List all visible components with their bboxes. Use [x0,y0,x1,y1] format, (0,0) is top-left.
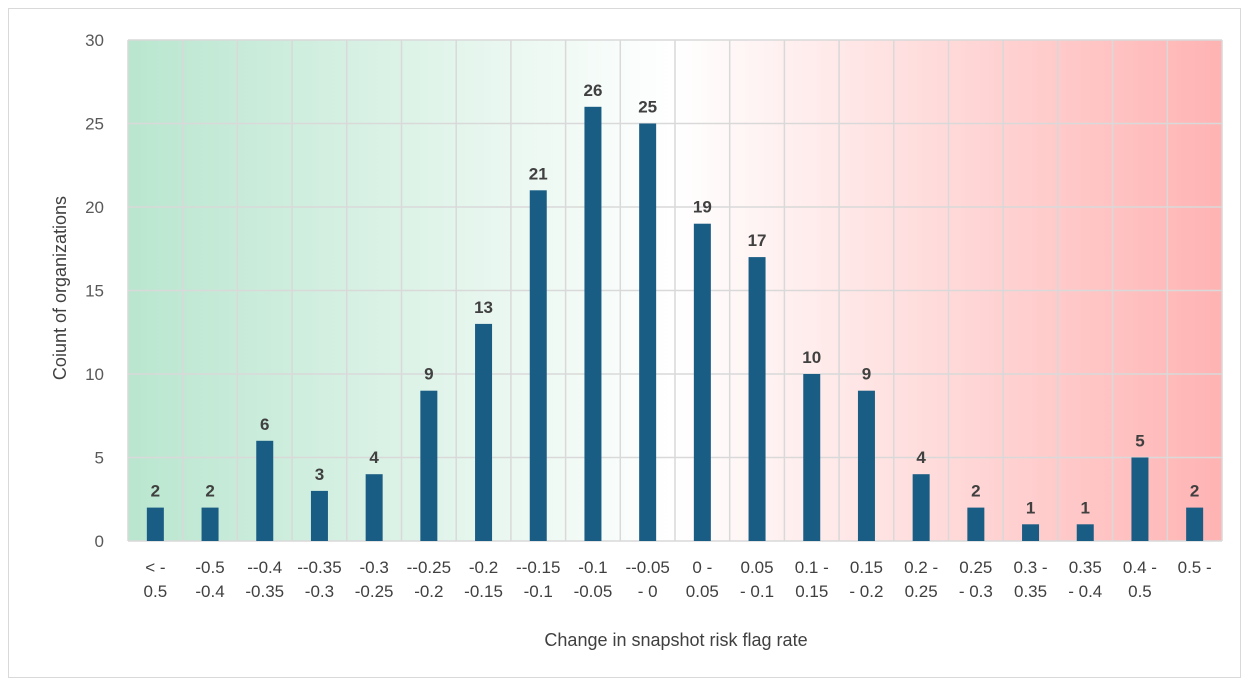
x-tick-label: 0.35 [1014,582,1047,601]
data-label: 19 [693,198,712,217]
x-tick-label: 0.25 [959,558,992,577]
x-axis-title: Change in snapshot risk flag rate [544,630,807,650]
y-tick-label: 0 [95,532,104,551]
bar [967,507,985,541]
bar [857,390,875,541]
data-label: 2 [151,482,160,501]
data-label: 26 [583,81,602,100]
data-label: 10 [802,348,821,367]
bar [912,474,930,541]
bar [146,507,164,541]
data-label: 21 [529,164,548,183]
bar [529,190,547,542]
data-label: 9 [424,365,433,384]
y-tick-label: 5 [95,449,104,468]
x-tick-label: -0.25 [355,582,394,601]
bar [256,440,274,541]
bar [420,390,438,541]
bar [1186,507,1204,541]
y-tick-label: 20 [85,198,104,217]
x-tick-label: 0 - [692,558,712,577]
bar [1022,524,1040,541]
x-tick-label: 0.05 [741,558,774,577]
y-tick-label: 25 [85,115,104,134]
x-tick-label: 0.15 [850,558,883,577]
bar [1076,524,1094,541]
x-tick-label: -0.15 [464,582,503,601]
x-tick-label: 0.05 [686,582,719,601]
data-label: 2 [205,482,214,501]
bar [639,123,657,541]
x-tick-label: 0.5 - [1178,558,1212,577]
bar [748,257,766,541]
x-tick-label: - 0.1 [740,582,774,601]
bar [475,323,493,541]
data-label: 9 [862,365,871,384]
x-tick-label: -0.2 [414,582,443,601]
data-label: 13 [474,298,493,317]
data-label: 5 [1135,432,1144,451]
x-tick-label: --0.25 [407,558,451,577]
x-tick-label: 0.5 [144,582,168,601]
bar [1131,457,1149,541]
x-tick-label: -0.3 [305,582,334,601]
bar [584,106,602,542]
x-tick-label: 0.2 - [904,558,938,577]
x-tick-label: - 0.3 [959,582,993,601]
x-axis-ticks: < - 0.5 -0.5 -0.4 --0.4 -0.35 --0.35 -0.3 -0.3 -0… [144,558,1212,601]
x-tick-label: 0.3 - [1014,558,1048,577]
data-label: 1 [1026,498,1035,517]
bar [201,507,219,541]
x-tick-label: - 0.2 [849,582,883,601]
x-tick-label: < - [145,558,165,577]
gridlines [127,39,1223,542]
bars [146,106,1204,542]
data-label: 3 [315,465,324,484]
x-tick-label: 0.5 [1128,582,1152,601]
x-tick-label: -0.1 [578,558,607,577]
x-tick-label: 0.35 [1069,558,1102,577]
x-tick-label: - 0 [638,582,658,601]
y-tick-label: 10 [85,365,104,384]
data-label: 4 [916,448,926,467]
data-label: 4 [369,448,379,467]
data-label: 25 [638,98,657,117]
x-tick-label: -0.05 [574,582,613,601]
x-tick-label: --0.35 [297,558,341,577]
x-tick-label: -0.3 [360,558,389,577]
x-tick-label: 0.1 - [795,558,829,577]
y-axis-ticks: 0 5 10 15 20 25 30 [85,31,104,551]
y-tick-label: 30 [85,31,104,50]
x-tick-label: -0.4 [195,582,224,601]
data-label: 2 [971,482,980,501]
data-label: 17 [748,231,767,250]
data-label: 6 [260,415,269,434]
x-tick-label: 0.15 [795,582,828,601]
bar [693,223,711,541]
x-tick-label: 0.4 - [1123,558,1157,577]
data-label: 1 [1081,498,1090,517]
bar [803,374,821,541]
x-tick-label: -0.1 [524,582,553,601]
x-tick-label: -0.2 [469,558,498,577]
bar [310,490,328,541]
bar [365,474,383,541]
x-tick-label: - 0.4 [1068,582,1102,601]
x-tick-label: 0.25 [905,582,938,601]
x-tick-label: --0.4 [247,558,282,577]
x-tick-label: -0.35 [245,582,284,601]
x-tick-label: -0.5 [195,558,224,577]
data-label: 2 [1190,482,1199,501]
x-tick-label: --0.05 [625,558,669,577]
y-axis-title: Coiunt of organizations [50,196,70,380]
y-tick-label: 15 [85,282,104,301]
x-tick-label: --0.15 [516,558,560,577]
